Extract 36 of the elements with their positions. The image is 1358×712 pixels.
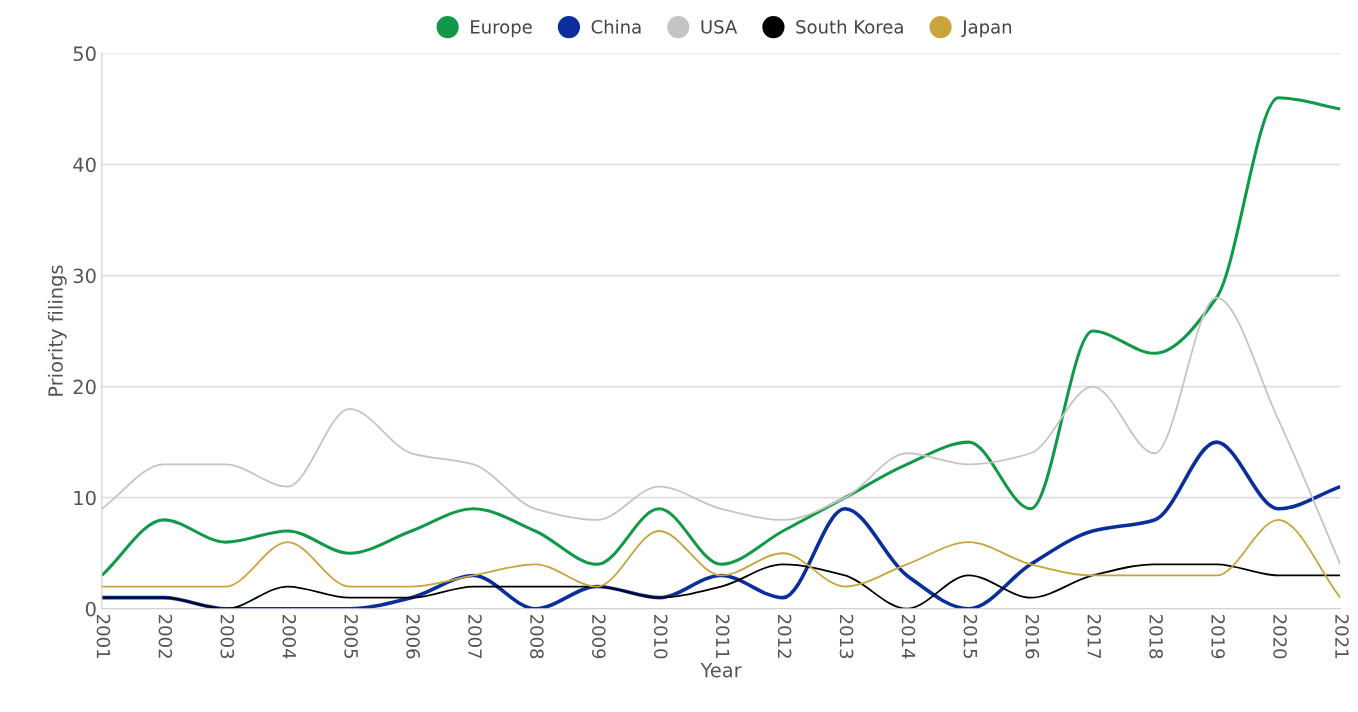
y-tick-label: 40 [73, 157, 96, 173]
x-tick-label: 2015 [963, 614, 978, 658]
x-tick-label: 2009 [592, 614, 606, 659]
x-tick-label: 2005 [344, 614, 358, 658]
x-tick-label: 2007 [468, 614, 482, 659]
y-tick-label: 50 [73, 46, 96, 62]
y-axis-title: Priority filings [47, 265, 67, 396]
x-tick-label: 2003 [220, 614, 235, 659]
line-series [101, 518, 1341, 599]
x-tick-label: 2002 [158, 614, 173, 658]
y-tick-label: 20 [73, 379, 96, 395]
x-tick-label: 2018 [1149, 614, 1163, 659]
x-tick-label: 2019 [1211, 614, 1225, 659]
x-tick-label: 2013 [839, 614, 854, 659]
line-series [101, 96, 1341, 577]
x-axis-title: Year [700, 662, 742, 678]
x-tick-label: 2010 [653, 614, 668, 659]
legend-label: China [591, 19, 641, 34]
legend-label: Japan [961, 20, 1012, 38]
x-tick-label: 2020 [1273, 614, 1287, 659]
y-tick-label: 10 [74, 490, 96, 506]
x-tick-label: 2012 [777, 614, 792, 658]
x-tick-label: 2001 [96, 614, 111, 658]
legend-label: Europe [471, 20, 532, 38]
y-tick-label: 30 [73, 268, 96, 284]
x-tick-label: 2016 [1025, 614, 1040, 659]
x-tick-label: 2006 [406, 614, 420, 659]
x-tick-label: 2014 [901, 614, 916, 659]
x-tick-label: 2011 [715, 614, 730, 658]
y-tick-label: 0 [85, 601, 96, 617]
x-tick-label: 2021 [1335, 614, 1349, 658]
x-tick-label: 2008 [530, 614, 544, 659]
x-tick-label: 2004 [282, 614, 297, 659]
legend-label: South Korea [796, 19, 903, 34]
x-tick-label: 2017 [1087, 614, 1102, 659]
legend-label: USA [701, 19, 738, 34]
